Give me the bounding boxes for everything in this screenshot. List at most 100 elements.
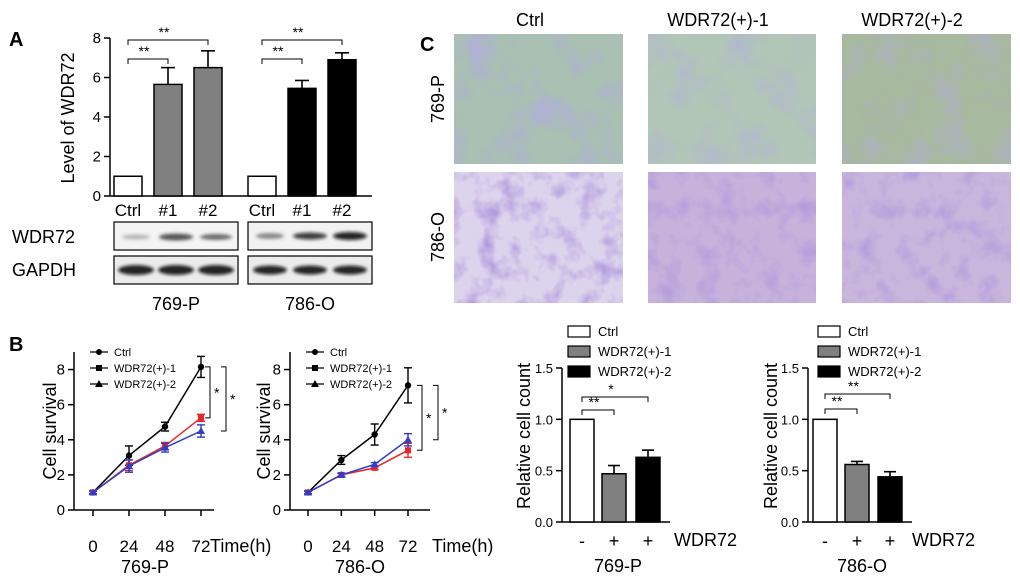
- chart-title: 769-P: [121, 557, 169, 577]
- y-tick-label: 6: [93, 70, 101, 87]
- significance-bracket: [205, 366, 211, 419]
- band: [118, 265, 154, 275]
- plus-marker: +: [885, 531, 896, 551]
- legend-swatch: [567, 345, 591, 358]
- micrograph-786o-wdr72-1: [648, 172, 816, 303]
- y-tick-label: 0: [93, 188, 101, 205]
- transwell-micrographs: Ctrl WDR72(+)-1 WDR72(+)-2 769-P 786-O: [428, 10, 1011, 303]
- legend-label: Ctrl: [848, 324, 868, 339]
- data-point: [405, 447, 411, 454]
- y-tick-label: 0.0: [781, 515, 799, 530]
- legend-marker: [96, 365, 102, 371]
- significance-bracket: [581, 396, 649, 402]
- legend-marker: [312, 365, 318, 371]
- significance-label: **: [159, 24, 170, 40]
- band: [293, 232, 327, 240]
- y-tick-label: 1.5: [781, 361, 799, 376]
- micro-col-wdr72-2: WDR72(+)-2: [861, 10, 963, 30]
- significance-bracket: [261, 39, 343, 45]
- legend-marker: [312, 349, 318, 355]
- band: [253, 265, 287, 275]
- legend-label: WDR72(+)-1: [330, 363, 392, 375]
- y-tick-label: 2: [57, 467, 65, 484]
- data-point: [304, 488, 312, 496]
- micrograph-786o-wdr72-2: [842, 172, 1011, 303]
- bar: [812, 418, 838, 523]
- y-tick-label: 6: [273, 397, 281, 414]
- x-tick-label: #2: [199, 201, 218, 220]
- x-tick-label: Ctrl: [249, 201, 275, 220]
- bar: [287, 87, 317, 197]
- relative-cell-count-769p-chart: 0.00.51.01.5 *** CtrlWDR72(+)-1WDR72(+)-…: [514, 324, 737, 576]
- data-point: [125, 462, 133, 470]
- series-line: [307, 439, 409, 494]
- y-tick-label: 2: [93, 149, 101, 166]
- legend-marker: [96, 349, 102, 355]
- chart-title: 769-P: [594, 556, 642, 576]
- data-point: [197, 427, 205, 434]
- significance-label: *: [230, 391, 236, 407]
- bar: [601, 472, 627, 523]
- y-tick-label: 0: [57, 502, 65, 519]
- legend-label: WDR72(+)-2: [114, 379, 176, 391]
- data-point: [370, 460, 379, 468]
- y-tick-label: 0.5: [781, 464, 799, 479]
- x-tick-label: 72: [399, 537, 418, 556]
- micrograph-769p-wdr72-2: [842, 34, 1011, 164]
- x-tick-label: Ctrl: [115, 201, 141, 220]
- legend-label: Ctrl: [330, 347, 347, 359]
- minus-marker: -: [822, 531, 828, 551]
- legend-label: Ctrl: [114, 347, 131, 359]
- x-tick-label: 72: [192, 537, 211, 556]
- wdr72-marker-label: WDR72: [912, 530, 975, 550]
- x-axis-label: Time(h): [210, 536, 271, 556]
- relative-cell-count-786o-chart: 0.0 0.5 1.0 1.5 ** ** Ctrl WDR72(+)-1 WDR72(+)…: [761, 324, 975, 576]
- significance-label: **: [848, 378, 859, 394]
- legend-label: WDR72(+)-1: [598, 344, 671, 359]
- significance-label: **: [832, 393, 843, 409]
- panel-label-a: A: [9, 29, 23, 51]
- plus-marker: +: [609, 531, 620, 551]
- legend-label: WDR72(+)-1: [114, 363, 176, 375]
- y-tick-label: 4: [273, 432, 281, 449]
- data-point: [404, 382, 412, 389]
- bar: [153, 83, 183, 197]
- minus-marker: -: [579, 531, 585, 551]
- band: [333, 232, 367, 240]
- micro-row-769p: 769-P: [428, 75, 448, 123]
- significance-bracket: [581, 409, 615, 415]
- significance-label: *: [214, 384, 220, 400]
- significance-bracket: [433, 384, 439, 441]
- y-tick-label: 8: [57, 362, 65, 379]
- x-tick-label: #1: [293, 201, 312, 220]
- legend-swatch: [817, 365, 841, 378]
- legend-label: WDR72(+)-1: [848, 344, 921, 359]
- chart-title: 786-O: [837, 556, 887, 576]
- significance-bracket: [824, 408, 858, 414]
- band: [159, 233, 193, 241]
- significance-label: **: [293, 24, 304, 40]
- x-tick-label: 48: [156, 537, 175, 556]
- chart-title: 786-O: [335, 557, 385, 577]
- y-axis-label: Relative cell count: [514, 363, 534, 509]
- bar: [844, 463, 870, 523]
- legend-marker: [95, 380, 103, 387]
- x-tick-label: 24: [120, 537, 139, 556]
- significance-bracket: [127, 39, 209, 45]
- band: [200, 234, 232, 240]
- micrograph-769p-wdr72-1: [648, 34, 816, 164]
- blot-label-gapdh: GAPDH: [12, 260, 76, 280]
- band: [293, 265, 327, 275]
- micrograph-769p-ctrl: [454, 34, 623, 164]
- data-point: [125, 452, 133, 459]
- x-tick-label: 48: [365, 537, 384, 556]
- band: [158, 265, 194, 275]
- data-point: [338, 456, 345, 464]
- y-tick-label: 0: [273, 502, 281, 519]
- data-point: [198, 414, 204, 421]
- series-line: [307, 449, 409, 494]
- series-line: [307, 384, 409, 493]
- x-tick-label: #1: [159, 201, 178, 220]
- significance-label: **: [139, 43, 150, 59]
